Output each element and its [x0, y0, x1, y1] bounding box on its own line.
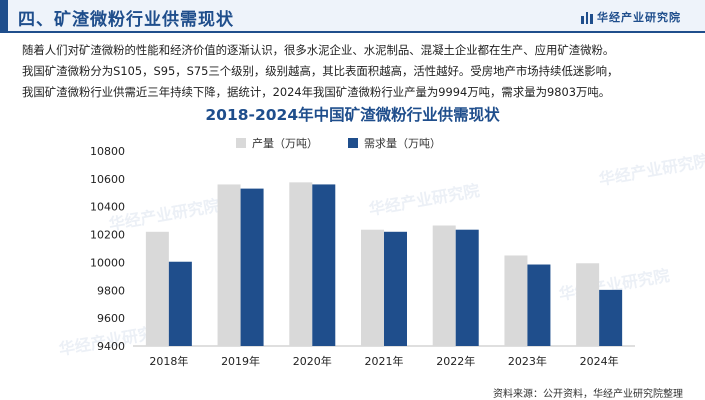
bar-demand — [455, 229, 479, 346]
description-line: 随着人们对矿渣微粉的性能和经济价值的逐渐认识，很多水泥企业、水泥制品、混凝土企业… — [22, 43, 615, 57]
y-tick-label: 10000 — [90, 256, 125, 269]
watermark: 华经产业研究院 — [367, 181, 481, 219]
y-tick-label: 10600 — [90, 173, 125, 186]
bar-production — [576, 263, 600, 346]
legend-item-demand: 需求量（万吨） — [348, 135, 441, 151]
x-tick-label: 2019年 — [221, 354, 260, 368]
legend-item-production: 产量（万吨） — [236, 135, 318, 151]
brand: 华经产业研究院 — [581, 9, 681, 25]
header-bar: 四、矿渣微粉行业供需现状 华经产业研究院 — [0, 0, 705, 33]
x-tick-label: 2023年 — [508, 354, 547, 368]
bar-production — [504, 255, 528, 346]
description: 随着人们对矿渣微粉的性能和经济价值的逐渐认识，很多水泥企业、水泥制品、混凝土企业… — [22, 40, 687, 103]
bar-production — [432, 225, 456, 346]
x-tick-label: 2022年 — [436, 354, 475, 368]
legend-swatch-demand — [348, 138, 358, 148]
y-tick-label: 10800 — [90, 145, 125, 158]
chart-legend: 产量（万吨） 需求量（万吨） — [236, 135, 441, 151]
legend-label-demand: 需求量（万吨） — [364, 137, 441, 150]
bar-demand — [384, 231, 407, 346]
bar-demand — [599, 289, 623, 346]
x-tick-label: 2020年 — [293, 354, 332, 368]
bar-demand — [240, 188, 264, 346]
x-tick-label: 2018年 — [149, 354, 188, 368]
chart-title: 2018-2024年中国矿渣微粉行业供需现状 — [205, 106, 500, 124]
page-title: 四、矿渣微粉行业供需现状 — [18, 10, 234, 30]
y-tick-label: 9600 — [97, 312, 125, 325]
bar-production — [361, 229, 384, 346]
x-tick-label: 2024年 — [580, 354, 619, 368]
bar-demand — [168, 261, 192, 346]
bar-demand — [312, 184, 336, 346]
y-tick-label: 10400 — [90, 201, 125, 214]
bar-demand — [527, 264, 551, 346]
description-line: 我国矿渣微粉行业供需近三年持续下降，据统计，2024年我国矿渣微粉行业产量为99… — [22, 85, 611, 99]
y-tick-label: 9800 — [97, 284, 125, 297]
x-tick-label: 2021年 — [365, 354, 404, 368]
bar-production — [145, 231, 169, 346]
y-tick-label: 9400 — [97, 340, 125, 353]
bar-production — [289, 182, 313, 346]
header-accent — [0, 0, 8, 33]
legend-label-production: 产量（万吨） — [252, 137, 318, 150]
legend-swatch-production — [236, 138, 246, 148]
source-note: 资料来源：公开资料，华经产业研究院整理 — [493, 389, 683, 400]
y-tick-label: 10200 — [90, 229, 125, 242]
watermark: 华经产业研究院 — [597, 151, 705, 189]
bar-production — [217, 184, 241, 346]
brand-logo-icon — [581, 10, 594, 24]
brand-name: 华经产业研究院 — [597, 11, 681, 24]
description-line: 我国矿渣微粉分为S105，S95，S75三个级别，级别越高，其比表面积越高，活性… — [22, 64, 619, 78]
